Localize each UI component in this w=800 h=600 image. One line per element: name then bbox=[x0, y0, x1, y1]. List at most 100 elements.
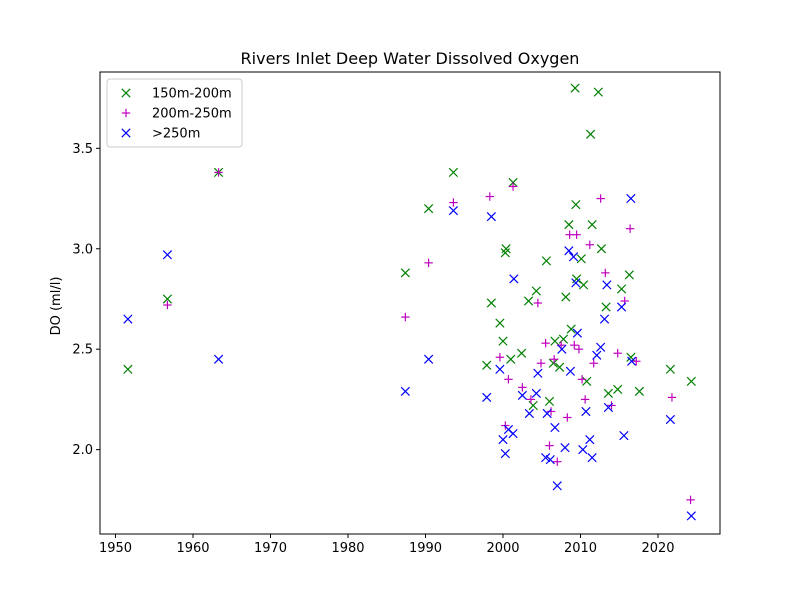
data-point bbox=[634, 386, 645, 397]
data-point bbox=[533, 298, 543, 308]
data-point bbox=[548, 358, 558, 368]
data-point bbox=[619, 430, 629, 441]
data-point bbox=[545, 455, 555, 465]
data-point bbox=[593, 87, 603, 97]
x-tick-label: 1990 bbox=[409, 541, 442, 556]
data-point bbox=[423, 203, 434, 214]
data-point bbox=[665, 364, 676, 374]
data-point bbox=[533, 368, 543, 378]
data-point bbox=[506, 354, 516, 364]
data-point bbox=[162, 294, 173, 304]
data-point bbox=[485, 192, 495, 201]
data-point bbox=[571, 278, 581, 288]
data-point bbox=[523, 296, 534, 306]
data-point bbox=[423, 354, 434, 364]
legend-label: >250m bbox=[152, 127, 200, 142]
data-point bbox=[627, 356, 637, 366]
data-point bbox=[495, 353, 505, 362]
data-point bbox=[544, 396, 555, 407]
chart-title: Rivers Inlet Deep Water Dissolved Oxygen bbox=[241, 49, 580, 68]
data-point bbox=[667, 393, 677, 402]
data-point bbox=[580, 395, 590, 404]
data-point bbox=[596, 244, 607, 254]
data-point bbox=[581, 406, 591, 417]
data-point bbox=[566, 324, 576, 334]
data-point bbox=[495, 318, 505, 328]
data-point bbox=[549, 355, 559, 364]
legend-box bbox=[106, 78, 243, 148]
data-point bbox=[632, 357, 641, 366]
data-point bbox=[448, 205, 459, 216]
data-point bbox=[495, 364, 505, 374]
data-point bbox=[400, 386, 410, 397]
data-point bbox=[592, 350, 602, 360]
data-point bbox=[508, 428, 518, 439]
data-point bbox=[498, 336, 508, 346]
data-point bbox=[577, 375, 587, 384]
data-point bbox=[582, 376, 592, 386]
data-point bbox=[561, 292, 571, 302]
data-point bbox=[686, 495, 695, 505]
data-point bbox=[401, 312, 410, 322]
data-point bbox=[574, 345, 584, 354]
data-point bbox=[508, 182, 518, 191]
data-point bbox=[616, 302, 627, 312]
data-point bbox=[504, 375, 513, 384]
x-tick-label: 2020 bbox=[641, 541, 674, 556]
data-point bbox=[500, 449, 510, 459]
data-point bbox=[613, 384, 623, 394]
data-point bbox=[482, 392, 492, 403]
legend-marker bbox=[121, 128, 131, 138]
legend-marker bbox=[121, 108, 131, 118]
data-point bbox=[599, 314, 610, 324]
data-point bbox=[587, 220, 597, 230]
data-point bbox=[572, 328, 583, 338]
data-point bbox=[686, 376, 696, 386]
data-point bbox=[568, 252, 579, 262]
data-point bbox=[585, 434, 595, 445]
data-point bbox=[686, 511, 696, 521]
data-point bbox=[607, 401, 616, 410]
data-point bbox=[563, 413, 572, 422]
data-point bbox=[482, 360, 492, 370]
data-point bbox=[509, 274, 519, 284]
data-point bbox=[541, 338, 550, 348]
data-point bbox=[564, 220, 574, 230]
data-point bbox=[498, 434, 508, 445]
data-point bbox=[589, 359, 598, 368]
data-point bbox=[578, 445, 588, 455]
data-point bbox=[613, 349, 622, 358]
data-point bbox=[213, 354, 224, 364]
data-point bbox=[516, 348, 527, 358]
data-point bbox=[486, 298, 496, 308]
data-point bbox=[545, 441, 554, 450]
data-point bbox=[576, 254, 586, 264]
data-point bbox=[603, 402, 614, 413]
series-150m-200m bbox=[123, 83, 696, 411]
y-tick-label: 2.5 bbox=[72, 343, 93, 358]
data-point bbox=[486, 212, 496, 222]
data-point bbox=[601, 268, 610, 278]
x-tick-label: 1950 bbox=[99, 541, 132, 556]
data-points bbox=[123, 83, 696, 521]
y-tick-label: 3.5 bbox=[72, 142, 93, 157]
data-point bbox=[557, 344, 567, 354]
plot-frame bbox=[99, 71, 721, 535]
data-point bbox=[518, 383, 527, 392]
data-point bbox=[596, 194, 605, 203]
y-axis-label: DO (ml/l) bbox=[49, 277, 64, 336]
data-point bbox=[572, 230, 581, 239]
data-point bbox=[449, 198, 458, 207]
data-point bbox=[585, 129, 596, 139]
legend-label: 150m-200m bbox=[152, 87, 232, 102]
data-point bbox=[524, 408, 534, 419]
data-point bbox=[501, 244, 511, 254]
y-axis: 2.0 2.5 3.0 3.5 bbox=[72, 142, 100, 458]
legend-label: 200m-250m bbox=[152, 107, 232, 122]
data-point bbox=[531, 286, 541, 296]
data-point bbox=[546, 407, 556, 416]
data-point bbox=[526, 395, 536, 404]
x-axis: 1950 1960 1970 1980 1990 2000 2010 2020 bbox=[99, 534, 675, 556]
data-point bbox=[585, 240, 594, 249]
data-point bbox=[541, 256, 552, 266]
